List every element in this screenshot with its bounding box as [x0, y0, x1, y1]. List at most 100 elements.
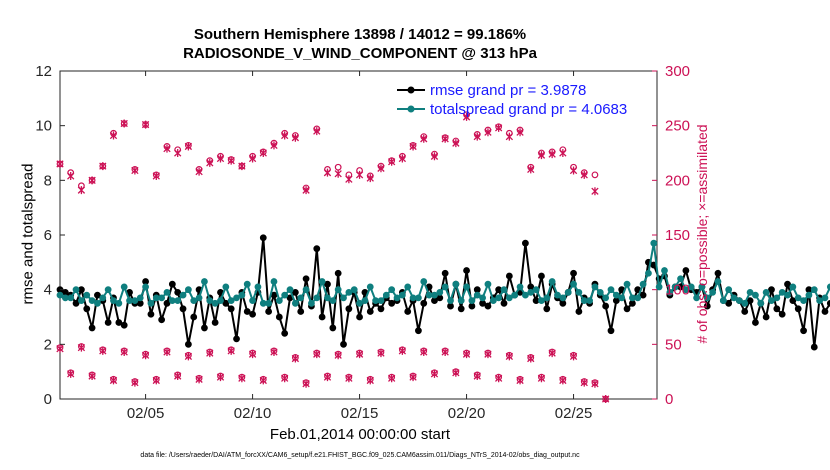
totalspread-point	[324, 294, 331, 302]
totalspread-point	[120, 283, 128, 291]
y-tick-label: 4	[44, 282, 52, 299]
totalspread-point	[281, 291, 289, 299]
totalspread-point	[666, 289, 674, 296]
totalspread-point	[773, 294, 781, 302]
assimilated-obs-marker	[109, 131, 118, 140]
assimilated-obs-marker	[484, 128, 492, 137]
assimilated-obs-marker	[334, 351, 342, 360]
totalspread-point	[329, 297, 337, 305]
totalspread-point	[275, 297, 283, 305]
assimilated-obs-marker	[281, 374, 289, 383]
y-axis-label: rmse and totalspread	[19, 163, 37, 305]
x-axis-label: Feb.01,2014 00:00:00 start	[269, 426, 451, 443]
totalspread-point	[479, 294, 487, 302]
y2-tick-label: 300	[665, 63, 690, 80]
totalspread-point	[265, 299, 273, 307]
totalspread-point	[99, 294, 107, 302]
totalspread-point	[441, 283, 449, 291]
rmse-point	[575, 308, 583, 315]
assimilated-obs-marker	[313, 127, 321, 136]
assimilated-obs-marker	[430, 152, 439, 161]
x-tick-label: 02/20	[448, 405, 486, 422]
rmse-point	[356, 313, 363, 321]
assimilated-obs-marker	[569, 352, 578, 361]
rmse-point	[291, 289, 299, 296]
assimilated-obs-marker	[505, 352, 514, 361]
y2-tick-label: 250	[665, 118, 690, 135]
rmse-point	[602, 302, 610, 310]
x-tick-label: 02/05	[127, 405, 165, 422]
totalspread-point	[457, 297, 465, 305]
totalspread-point	[623, 280, 631, 288]
assimilated-obs-marker	[195, 167, 203, 176]
totalspread-point	[495, 294, 503, 302]
rmse-point	[388, 299, 396, 307]
totalspread-point	[147, 299, 155, 307]
assimilated-obs-marker	[377, 164, 385, 173]
totalspread-point	[810, 286, 818, 294]
rmse-point	[821, 308, 829, 315]
rmse-point	[243, 308, 251, 315]
assimilated-obs-marker	[259, 376, 267, 385]
totalspread-point	[77, 297, 85, 305]
rmse-point	[158, 316, 166, 324]
rmse-point	[366, 308, 374, 315]
totalspread-point	[698, 283, 706, 291]
rmse-point	[473, 286, 481, 294]
totalspread-point	[184, 286, 192, 294]
rmse-point	[275, 313, 283, 321]
assimilated-obs-marker	[248, 350, 257, 359]
totalspread-point	[94, 299, 101, 307]
assimilated-obs-marker	[580, 170, 588, 179]
totalspread-point	[254, 283, 262, 291]
assimilated-obs-marker	[120, 347, 128, 356]
rmse-point	[163, 299, 171, 307]
totalspread-point	[735, 297, 743, 305]
totalspread-point	[72, 286, 80, 294]
assimilated-obs-marker	[537, 374, 546, 383]
assimilated-obs-marker	[67, 369, 75, 378]
assimilated-obs-marker	[355, 350, 364, 359]
totalspread-point	[302, 286, 310, 294]
assimilated-obs-marker	[281, 131, 289, 140]
totalspread-point	[762, 289, 770, 296]
assimilated-obs-marker	[56, 344, 64, 353]
rmse-point	[725, 299, 733, 307]
chart-title: Southern Hemisphere 13898 / 14012 = 99.1…	[193, 26, 527, 43]
assimilated-obs-marker	[174, 149, 182, 157]
rmse-point	[104, 319, 112, 326]
assimilated-obs-marker	[141, 351, 150, 360]
totalspread-point	[709, 289, 717, 296]
rmse-point	[94, 291, 101, 299]
totalspread-point	[538, 297, 545, 305]
rmse-point	[559, 299, 567, 307]
assimilated-obs-marker	[323, 168, 332, 177]
totalspread-point	[618, 294, 626, 302]
assimilated-obs-marker	[580, 378, 588, 387]
assimilated-obs-marker	[559, 376, 567, 385]
totalspread-point	[233, 294, 240, 302]
totalspread-point	[238, 291, 246, 299]
assimilated-obs-marker	[216, 154, 225, 163]
totalspread-point	[489, 297, 497, 305]
totalspread-point	[575, 289, 583, 296]
totalspread-point	[522, 291, 529, 299]
totalspread-point	[377, 297, 385, 305]
assimilated-obs-marker	[323, 373, 332, 382]
rmse-point	[147, 310, 155, 318]
totalspread-point	[243, 280, 251, 288]
totalspread-point	[473, 291, 481, 299]
totalspread-point	[249, 297, 256, 305]
totalspread-point	[778, 289, 786, 296]
y2-tick-label: 0	[665, 391, 673, 408]
totalspread-point	[500, 286, 508, 294]
assimilated-obs-marker	[302, 186, 310, 195]
totalspread-point	[543, 294, 551, 302]
assimilated-obs-marker	[163, 347, 171, 356]
rmse-point	[281, 330, 289, 337]
totalspread-point	[366, 283, 374, 291]
assimilated-obs-marker	[131, 166, 139, 175]
assimilated-obs-marker	[430, 369, 439, 378]
assimilated-obs-marker	[462, 350, 471, 359]
totalspread-point	[682, 286, 690, 294]
